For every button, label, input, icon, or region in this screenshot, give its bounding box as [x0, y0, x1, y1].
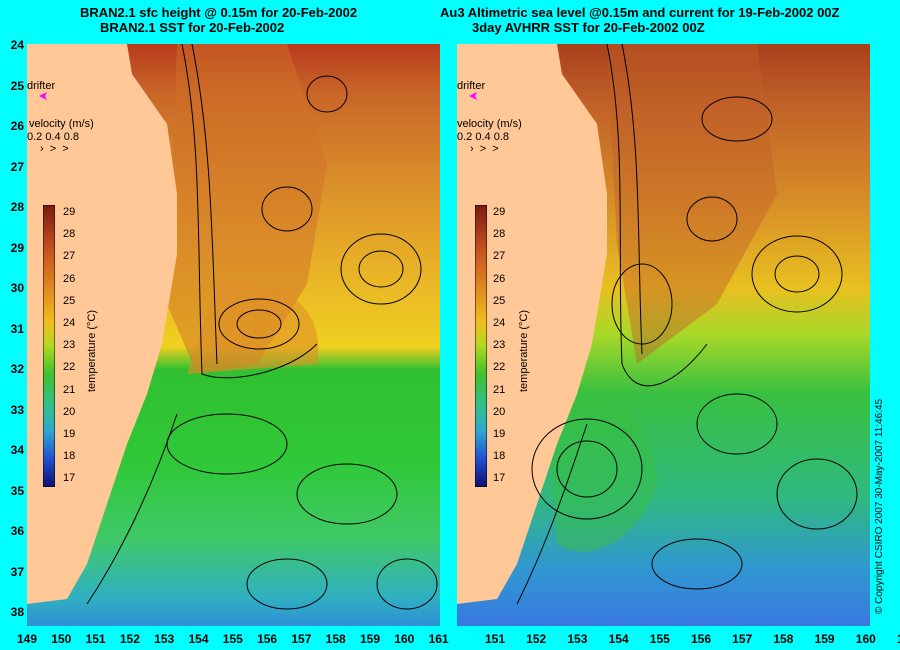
right-sst-map: [457, 44, 870, 626]
y-axis-tick: 38: [10, 605, 24, 619]
y-axis-tick: 34: [10, 443, 24, 457]
y-axis-tick: 26: [10, 119, 24, 133]
y-axis-tick: 35: [10, 483, 24, 498]
right-colorbar-label: temperature (°C): [518, 309, 530, 392]
right-colorbar-tick: 26: [493, 272, 506, 285]
left-x-axis-tick: 156: [257, 632, 278, 646]
left-x-axis-tick: 159: [359, 632, 381, 646]
right-colorbar-tick: 29: [493, 206, 506, 218]
right-colorbar-tick: 23: [493, 339, 506, 352]
land-mass: [27, 44, 177, 604]
left-colorbar-tick: 27: [63, 250, 76, 263]
right-x-axis-tick: 154: [608, 632, 629, 646]
y-axis-tick: 37: [10, 564, 24, 579]
y-axis-tick: 29: [10, 240, 24, 255]
right-colorbar-tick: 28: [493, 228, 506, 241]
left-colorbar-label: temperature (°C): [86, 309, 98, 392]
left-colorbar-tick: 23: [63, 339, 76, 352]
left-x-axis-tick: 160: [394, 632, 415, 646]
left-colorbar-tick: 29: [63, 206, 76, 218]
land-mass: [457, 44, 607, 604]
right-colorbar-tick: 17: [493, 472, 506, 485]
left-colorbar-tick: 22: [63, 361, 76, 374]
right-drifter-label: drifter: [457, 80, 486, 92]
left-velocity-label: velocity (m/s): [29, 118, 94, 130]
left-colorbar-tick: 17: [63, 472, 76, 485]
right-colorbar-tick: 22: [493, 361, 506, 374]
drifter-marker: [469, 92, 477, 100]
drifter-marker: [39, 92, 47, 100]
left-x-axis-tick: 155: [222, 632, 243, 646]
left-x-axis-tick: 153: [154, 632, 175, 646]
right-x-axis-tick: 158: [773, 632, 794, 646]
right-colorbar-tick: 27: [493, 250, 506, 263]
right-velocity-arrows: › > >: [470, 143, 499, 155]
left-title-line1: BRAN2.1 sfc height @ 0.15m for 20-Feb-20…: [80, 5, 358, 20]
right-x-axis-tick: 159: [814, 632, 835, 646]
right-map-panel: [457, 44, 870, 626]
right-velocity-scale: 0.2 0.4 0.8: [457, 131, 509, 143]
left-x-axis-tick: 151: [85, 632, 106, 646]
left-drifter-label: drifter: [27, 80, 56, 92]
left-x-axis-tick: 154: [188, 632, 209, 646]
right-colorbar-tick: 18: [493, 450, 506, 463]
y-axis-tick: 30: [10, 281, 24, 295]
left-colorbar-tick: 28: [63, 228, 76, 241]
left-title-line2: BRAN2.1 SST for 20-Feb-2002: [100, 20, 285, 35]
copyright-text: © Copyright CSIRO 2007 30-May-2007 11:46…: [874, 398, 885, 614]
right-x-axis-tick: 153: [567, 632, 588, 646]
left-x-axis-tick: 152: [119, 632, 140, 646]
left-colorbar-tick: 25: [63, 294, 76, 307]
right-x-axis-tick: 151: [484, 632, 506, 646]
left-colorbar-tick: 24: [63, 317, 76, 329]
left-colorbar-tick: 26: [63, 272, 76, 285]
y-axis-tick: 25: [10, 78, 24, 93]
right-title-line2: 3day AVHRR SST for 20-Feb-2002 00Z: [472, 20, 705, 35]
y-axis-tick: 27: [10, 159, 24, 174]
left-colorbar-tick: 21: [63, 383, 76, 396]
left-x-axis-tick: 158: [325, 632, 346, 646]
left-colorbar: [43, 205, 55, 487]
right-x-axis-tick: 157: [732, 632, 753, 646]
right-x-axis-tick: 161: [895, 632, 900, 646]
y-axis-tick: 32: [10, 362, 24, 376]
left-sst-map: [27, 44, 440, 626]
left-velocity-scale: 0.2 0.4 0.8: [27, 131, 79, 143]
left-velocity-arrows: › > >: [40, 143, 69, 155]
left-colorbar-tick: 18: [63, 450, 76, 463]
left-x-axis-tick: 150: [51, 632, 72, 646]
right-velocity-label: velocity (m/s): [457, 118, 522, 130]
right-x-axis-tick: 156: [690, 632, 712, 646]
y-axis-tick: 33: [10, 402, 24, 417]
right-colorbar-tick: 24: [493, 317, 506, 329]
left-x-axis-tick: 157: [291, 632, 312, 646]
y-axis-tick: 24: [10, 38, 24, 52]
right-x-axis-tick: 160: [855, 632, 876, 646]
left-x-axis-tick: 149: [16, 632, 38, 646]
right-colorbar-tick: 25: [493, 294, 506, 307]
left-x-axis-tick: 161: [428, 632, 449, 646]
right-title-line1: Au3 Altimetric sea level @0.15m and curr…: [440, 5, 840, 20]
left-colorbar-tick: 20: [63, 405, 76, 418]
right-colorbar: [475, 205, 487, 487]
y-axis-tick: 28: [10, 200, 24, 214]
right-colorbar-tick: 20: [493, 405, 506, 418]
y-axis-tick: 36: [10, 524, 24, 538]
right-x-axis-tick: 152: [526, 632, 547, 646]
left-colorbar-tick: 19: [63, 428, 76, 440]
right-colorbar-tick: 19: [493, 428, 506, 440]
right-x-axis-tick: 155: [649, 632, 670, 646]
left-map-panel: [27, 44, 440, 626]
y-axis-tick: 31: [10, 321, 24, 336]
right-colorbar-tick: 21: [493, 383, 506, 396]
